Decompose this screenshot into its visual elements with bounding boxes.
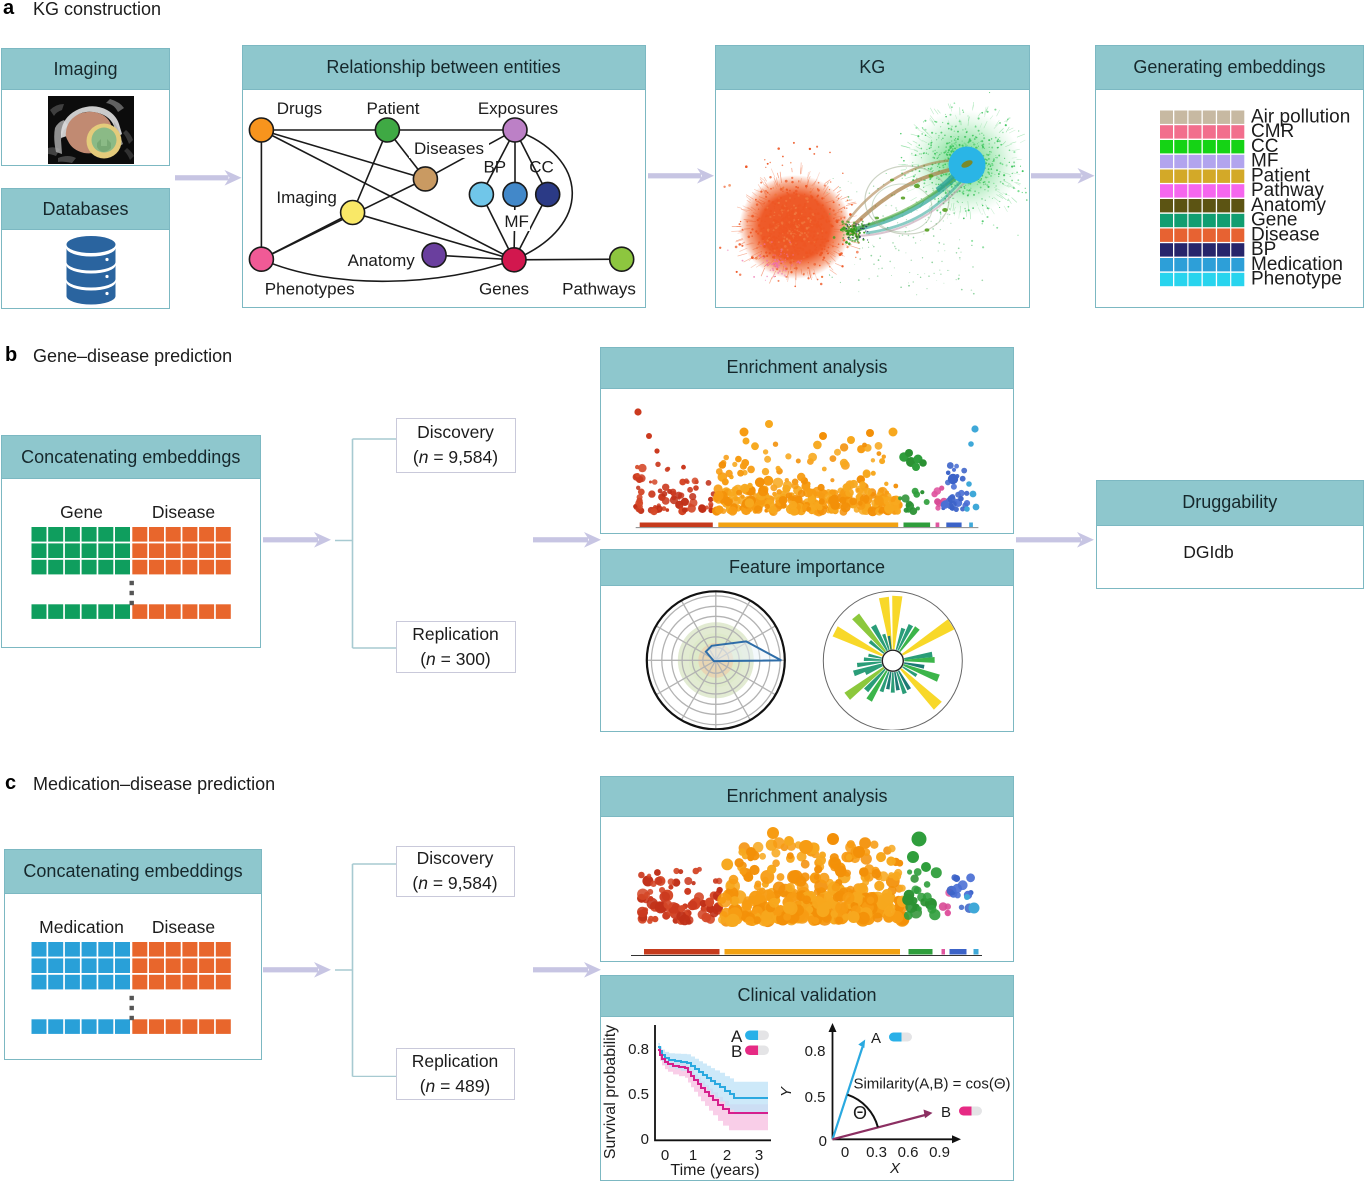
svg-text:Θ: Θ [853,1103,867,1123]
svg-text:MF: MF [1251,151,1278,172]
svg-text:3: 3 [755,1147,763,1164]
svg-text:2: 2 [723,1147,731,1164]
svg-text:1: 1 [689,1147,697,1164]
svg-text:B: B [941,1104,951,1121]
svg-text:Anatomy: Anatomy [1251,195,1326,216]
svg-text:Air pollution: Air pollution [1251,106,1350,127]
svg-text:Medication: Medication [1251,254,1343,275]
svg-text:BP: BP [483,158,506,177]
svg-text:0: 0 [841,1144,849,1161]
svg-text:Disease: Disease [1251,224,1320,245]
svg-text:Pathways: Pathways [562,280,636,299]
svg-text:0: 0 [819,1133,827,1150]
svg-text:X: X [889,1160,901,1177]
svg-text:CC: CC [529,158,554,177]
svg-text:CC: CC [1251,136,1278,157]
svg-text:CMR: CMR [1251,121,1294,142]
svg-text:BP: BP [1251,239,1276,260]
svg-text:0.6: 0.6 [898,1144,919,1161]
svg-text:Anatomy: Anatomy [347,251,415,270]
svg-text:Imaging: Imaging [276,188,336,207]
svg-text:Medication: Medication [39,917,124,937]
svg-text:0.8: 0.8 [805,1043,826,1060]
svg-text:Gene: Gene [60,502,103,522]
svg-text:Drugs: Drugs [276,99,321,118]
svg-text:Patient: Patient [1251,165,1311,186]
svg-text:0.8: 0.8 [628,1041,649,1058]
svg-text:0.5: 0.5 [805,1089,826,1106]
svg-text:0: 0 [641,1131,649,1148]
svg-text:A: A [731,1027,743,1046]
svg-text:0.3: 0.3 [866,1144,887,1161]
svg-text:Disease: Disease [152,917,215,937]
svg-text:Similarity(A,B) = cos(Θ): Similarity(A,B) = cos(Θ) [853,1075,1010,1092]
svg-text:Y: Y [778,1086,795,1097]
svg-text:Exposures: Exposures [477,99,557,118]
svg-text:Phenotype: Phenotype [1251,269,1342,290]
svg-text:0.5: 0.5 [628,1086,649,1103]
svg-text:Diseases: Diseases [414,139,484,158]
svg-text:Phenotypes: Phenotypes [264,280,354,299]
svg-text:MF: MF [504,212,529,231]
svg-text:0.9: 0.9 [929,1144,950,1161]
svg-text:Genes: Genes [478,280,528,299]
svg-text:Pathway: Pathway [1251,180,1324,201]
svg-text:Patient: Patient [366,99,419,118]
svg-text:Gene: Gene [1251,210,1297,231]
svg-text:B: B [731,1042,742,1061]
svg-text:Disease: Disease [152,502,215,522]
svg-text:Time (years): Time (years) [670,1162,759,1179]
svg-text:Survival probability: Survival probability [602,1024,619,1158]
svg-text:A: A [871,1030,881,1047]
svg-text:0: 0 [661,1147,669,1164]
